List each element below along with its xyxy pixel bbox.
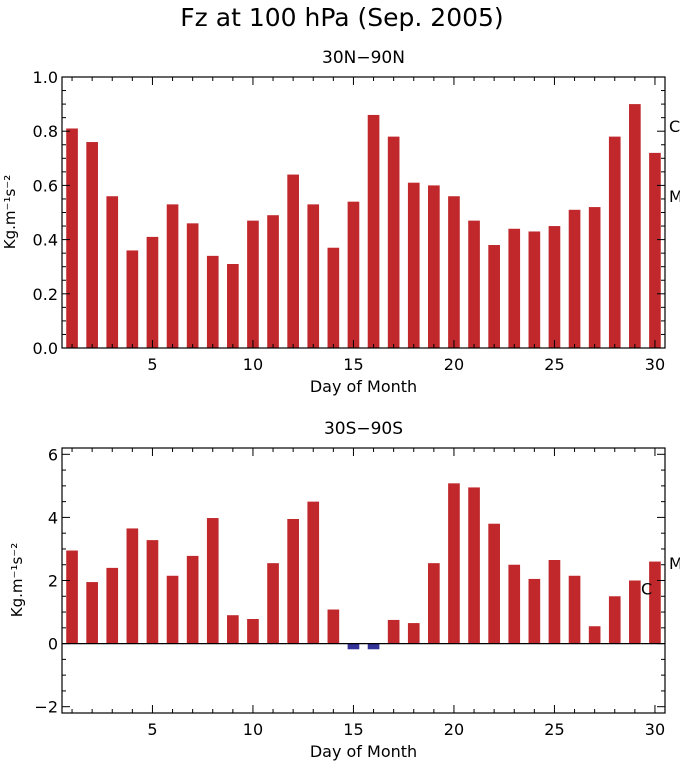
bar-day-14 (327, 247, 340, 348)
bar-day-3 (106, 196, 119, 348)
bar-day-2 (86, 582, 98, 644)
y-tick-label: 0.6 (33, 176, 58, 195)
bar-day-22 (488, 523, 500, 644)
bar-day-9 (227, 615, 239, 644)
bar-day-6 (166, 575, 179, 644)
bar-day-22 (488, 245, 500, 348)
bar-day-21 (468, 220, 480, 348)
marker-c: C (641, 579, 652, 598)
bar-day-11 (267, 215, 279, 348)
bar-day-30 (649, 152, 661, 348)
y-tick-label: 0.2 (33, 285, 58, 304)
bar-day-18 (407, 623, 420, 644)
bar-day-8 (206, 255, 219, 348)
bar-day-8 (206, 518, 219, 644)
x-tick-label: 10 (243, 720, 263, 739)
bar-day-17 (387, 619, 400, 644)
bar-day-28 (608, 596, 621, 644)
bar-day-17 (387, 136, 400, 348)
bar-day-20 (448, 196, 460, 348)
x-tick-label: 20 (444, 720, 464, 739)
bar-day-21 (468, 487, 480, 644)
marker-m: M (669, 187, 680, 206)
x-axis-label: Day of Month (310, 377, 417, 396)
y-tick-label: 2 (48, 572, 58, 591)
x-tick-label: 30 (645, 720, 665, 739)
marker-c: C (669, 117, 680, 136)
bar-day-19 (428, 185, 440, 348)
bar-day-25 (548, 559, 561, 644)
bar-day-26 (568, 575, 581, 644)
bar-day-10 (247, 220, 259, 348)
bar-day-18 (407, 182, 420, 348)
chart-panel-south: 30S−90S 5 10 15 20 25 30 −2 0 2 4 6 Day of Month Kg.m… (8, 419, 680, 761)
bar-day-2 (86, 142, 98, 348)
bar-day-5 (146, 540, 159, 644)
bar-day-1 (66, 550, 78, 644)
panel-title: 30S−90S (324, 419, 403, 439)
bar-day-10 (247, 618, 259, 644)
y-tick-label: −2 (34, 698, 58, 717)
bar-day-5 (146, 236, 159, 348)
bar-day-20 (448, 483, 460, 644)
bar-day-24 (528, 231, 541, 348)
chart-panel-north: 30N−90N 5 10 15 20 25 30 0.0 0.2 0.4 0.6 0.8 1.0 Day … (1, 48, 680, 396)
bar-day-15 (347, 643, 360, 650)
marker-m: M (669, 554, 680, 573)
bar-day-23 (508, 228, 521, 348)
x-tick-label: 25 (544, 355, 564, 374)
bar-day-14 (327, 609, 340, 644)
bar-day-27 (588, 207, 601, 348)
bar-day-16 (367, 114, 380, 348)
x-tick-label: 10 (243, 355, 263, 374)
bar-day-12 (287, 174, 299, 348)
bar-day-7 (186, 555, 199, 644)
y-axis-label: Kg.m⁻¹s⁻² (1, 175, 19, 249)
x-tick-label: 20 (444, 355, 464, 374)
y-tick-label: 0.8 (33, 122, 58, 141)
bar-day-30 (649, 561, 661, 644)
x-tick-label: 25 (544, 720, 564, 739)
bar-day-29 (629, 104, 641, 348)
x-tick-label: 5 (147, 720, 157, 739)
bar-day-16 (367, 643, 380, 650)
y-tick-label: 0.0 (33, 339, 58, 358)
bar-day-29 (629, 580, 641, 644)
bar-day-15 (347, 201, 360, 348)
bar-day-1 (66, 128, 78, 348)
bar-day-13 (307, 501, 320, 644)
x-axis-label: Day of Month (310, 742, 417, 761)
bar-day-9 (227, 263, 239, 348)
bar-day-3 (106, 567, 119, 644)
bar-day-13 (307, 204, 320, 348)
y-tick-label: 1.0 (33, 68, 58, 87)
bar-day-28 (608, 136, 621, 348)
bar-day-26 (568, 209, 581, 348)
bar-day-19 (428, 563, 440, 644)
y-axis-label: Kg.m⁻¹s⁻² (8, 543, 26, 617)
figure-title: Fz at 100 hPa (Sep. 2005) (180, 3, 503, 32)
bar-day-4 (126, 250, 139, 348)
y-tick-label: 0.4 (33, 231, 58, 250)
bar-day-11 (267, 563, 279, 644)
x-tick-label: 5 (147, 355, 157, 374)
y-tick-label: 6 (48, 445, 58, 464)
x-tick-label: 15 (343, 720, 363, 739)
panel-title: 30N−90N (322, 48, 405, 68)
bar-day-12 (287, 518, 299, 644)
bar-day-25 (548, 226, 561, 348)
bar-day-24 (528, 578, 541, 644)
bar-day-6 (166, 204, 179, 348)
bar-day-4 (126, 528, 139, 644)
x-tick-label: 30 (645, 355, 665, 374)
bar-day-23 (508, 564, 521, 644)
x-tick-label: 15 (343, 355, 363, 374)
y-tick-label: 4 (48, 508, 58, 527)
bar-day-27 (588, 626, 601, 644)
bar-day-7 (186, 223, 199, 348)
y-tick-label: 0 (48, 635, 58, 654)
